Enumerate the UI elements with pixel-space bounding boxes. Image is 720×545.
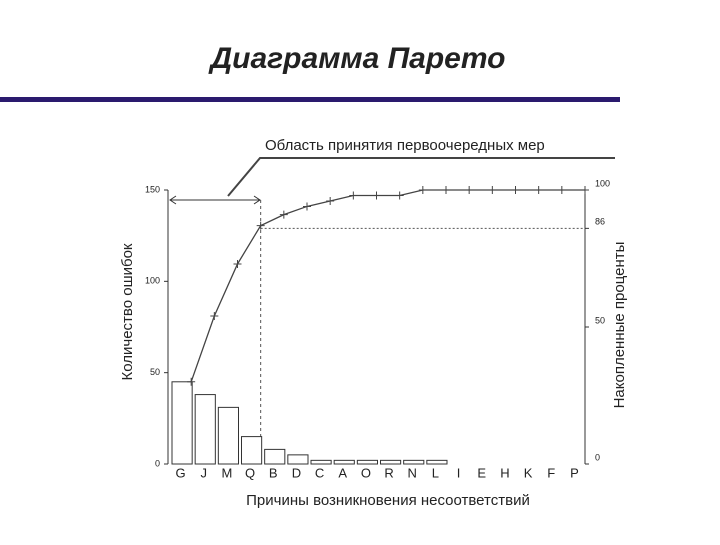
x-tick-label: C: [315, 465, 324, 480]
x-tick-label: Q: [245, 465, 255, 480]
x-tick-label: N: [408, 465, 417, 480]
cumulative-marker: [442, 186, 450, 194]
bar: [426, 459, 448, 465]
x-tick-label: A: [338, 465, 347, 480]
x-tick-label: I: [457, 465, 461, 480]
cumulative-marker: [326, 196, 335, 205]
cumulative-marker: [187, 377, 196, 386]
cumulative-marker: [349, 191, 358, 200]
cumulative-marker: [256, 221, 265, 230]
cumulative-marker: [488, 186, 497, 194]
annotation: Область принятия первоочередных мер: [265, 137, 545, 154]
x-tick-label: H: [500, 465, 509, 480]
y2-tick-label: 86: [595, 217, 605, 227]
cumulative-marker: [279, 210, 288, 219]
x-tick-label: F: [547, 465, 555, 480]
x-axis-label: Причины возникновения несоответствий: [246, 492, 530, 509]
chart-title: Диаграмма Парето: [208, 42, 506, 75]
y-tick-label: 150: [145, 184, 160, 194]
x-tick-label: M: [221, 465, 232, 480]
y2-tick-label: 0: [595, 452, 600, 462]
y2-axis-label: Накопленные проценты: [611, 242, 628, 409]
bar: [380, 459, 402, 465]
annotation-leader: [227, 157, 615, 197]
y-axis-label: Количество ошибок: [119, 243, 136, 380]
bar: [217, 406, 239, 465]
cumulative-marker: [210, 312, 219, 321]
cumulative-marker: [372, 191, 381, 200]
bar: [287, 454, 309, 465]
cumulative-marker: [465, 186, 474, 194]
x-tick-label: B: [269, 465, 278, 480]
cumulative-line: [190, 189, 585, 383]
bar: [356, 459, 379, 465]
x-tick-label: E: [477, 465, 486, 480]
cumulative-marker: [233, 259, 242, 268]
arrow-head: [253, 195, 261, 205]
bar: [171, 381, 193, 465]
arrow-head: [169, 195, 177, 205]
x-tick-label: G: [176, 465, 186, 480]
x-tick-label: D: [292, 465, 301, 480]
y2-tick-label: 100: [595, 178, 610, 188]
cumulative-marker: [534, 186, 543, 194]
bar: [403, 459, 425, 465]
cumulative-marker: [418, 186, 427, 194]
x-tick-label: P: [570, 465, 579, 480]
bar: [194, 394, 216, 465]
cumulative-marker: [557, 186, 566, 194]
cumulative-marker: [511, 186, 520, 194]
bar: [241, 436, 263, 465]
bar: [310, 459, 332, 465]
x-tick-label: R: [384, 465, 393, 480]
x-tick-label: L: [432, 465, 439, 480]
bar: [333, 459, 355, 465]
y-tick-label: 50: [150, 367, 160, 377]
cumulative-marker: [303, 202, 311, 211]
cumulative-marker: [395, 191, 404, 200]
y2-tick-label: 50: [595, 315, 605, 325]
x-tick-label: K: [524, 465, 533, 480]
x-tick-label: J: [201, 465, 208, 480]
y-tick-label: 100: [145, 276, 160, 286]
title-rule: [0, 97, 620, 102]
cumulative-marker: [581, 186, 589, 194]
y-tick-label: 0: [155, 458, 160, 468]
bar: [264, 448, 286, 465]
x-tick-label: O: [361, 465, 371, 480]
